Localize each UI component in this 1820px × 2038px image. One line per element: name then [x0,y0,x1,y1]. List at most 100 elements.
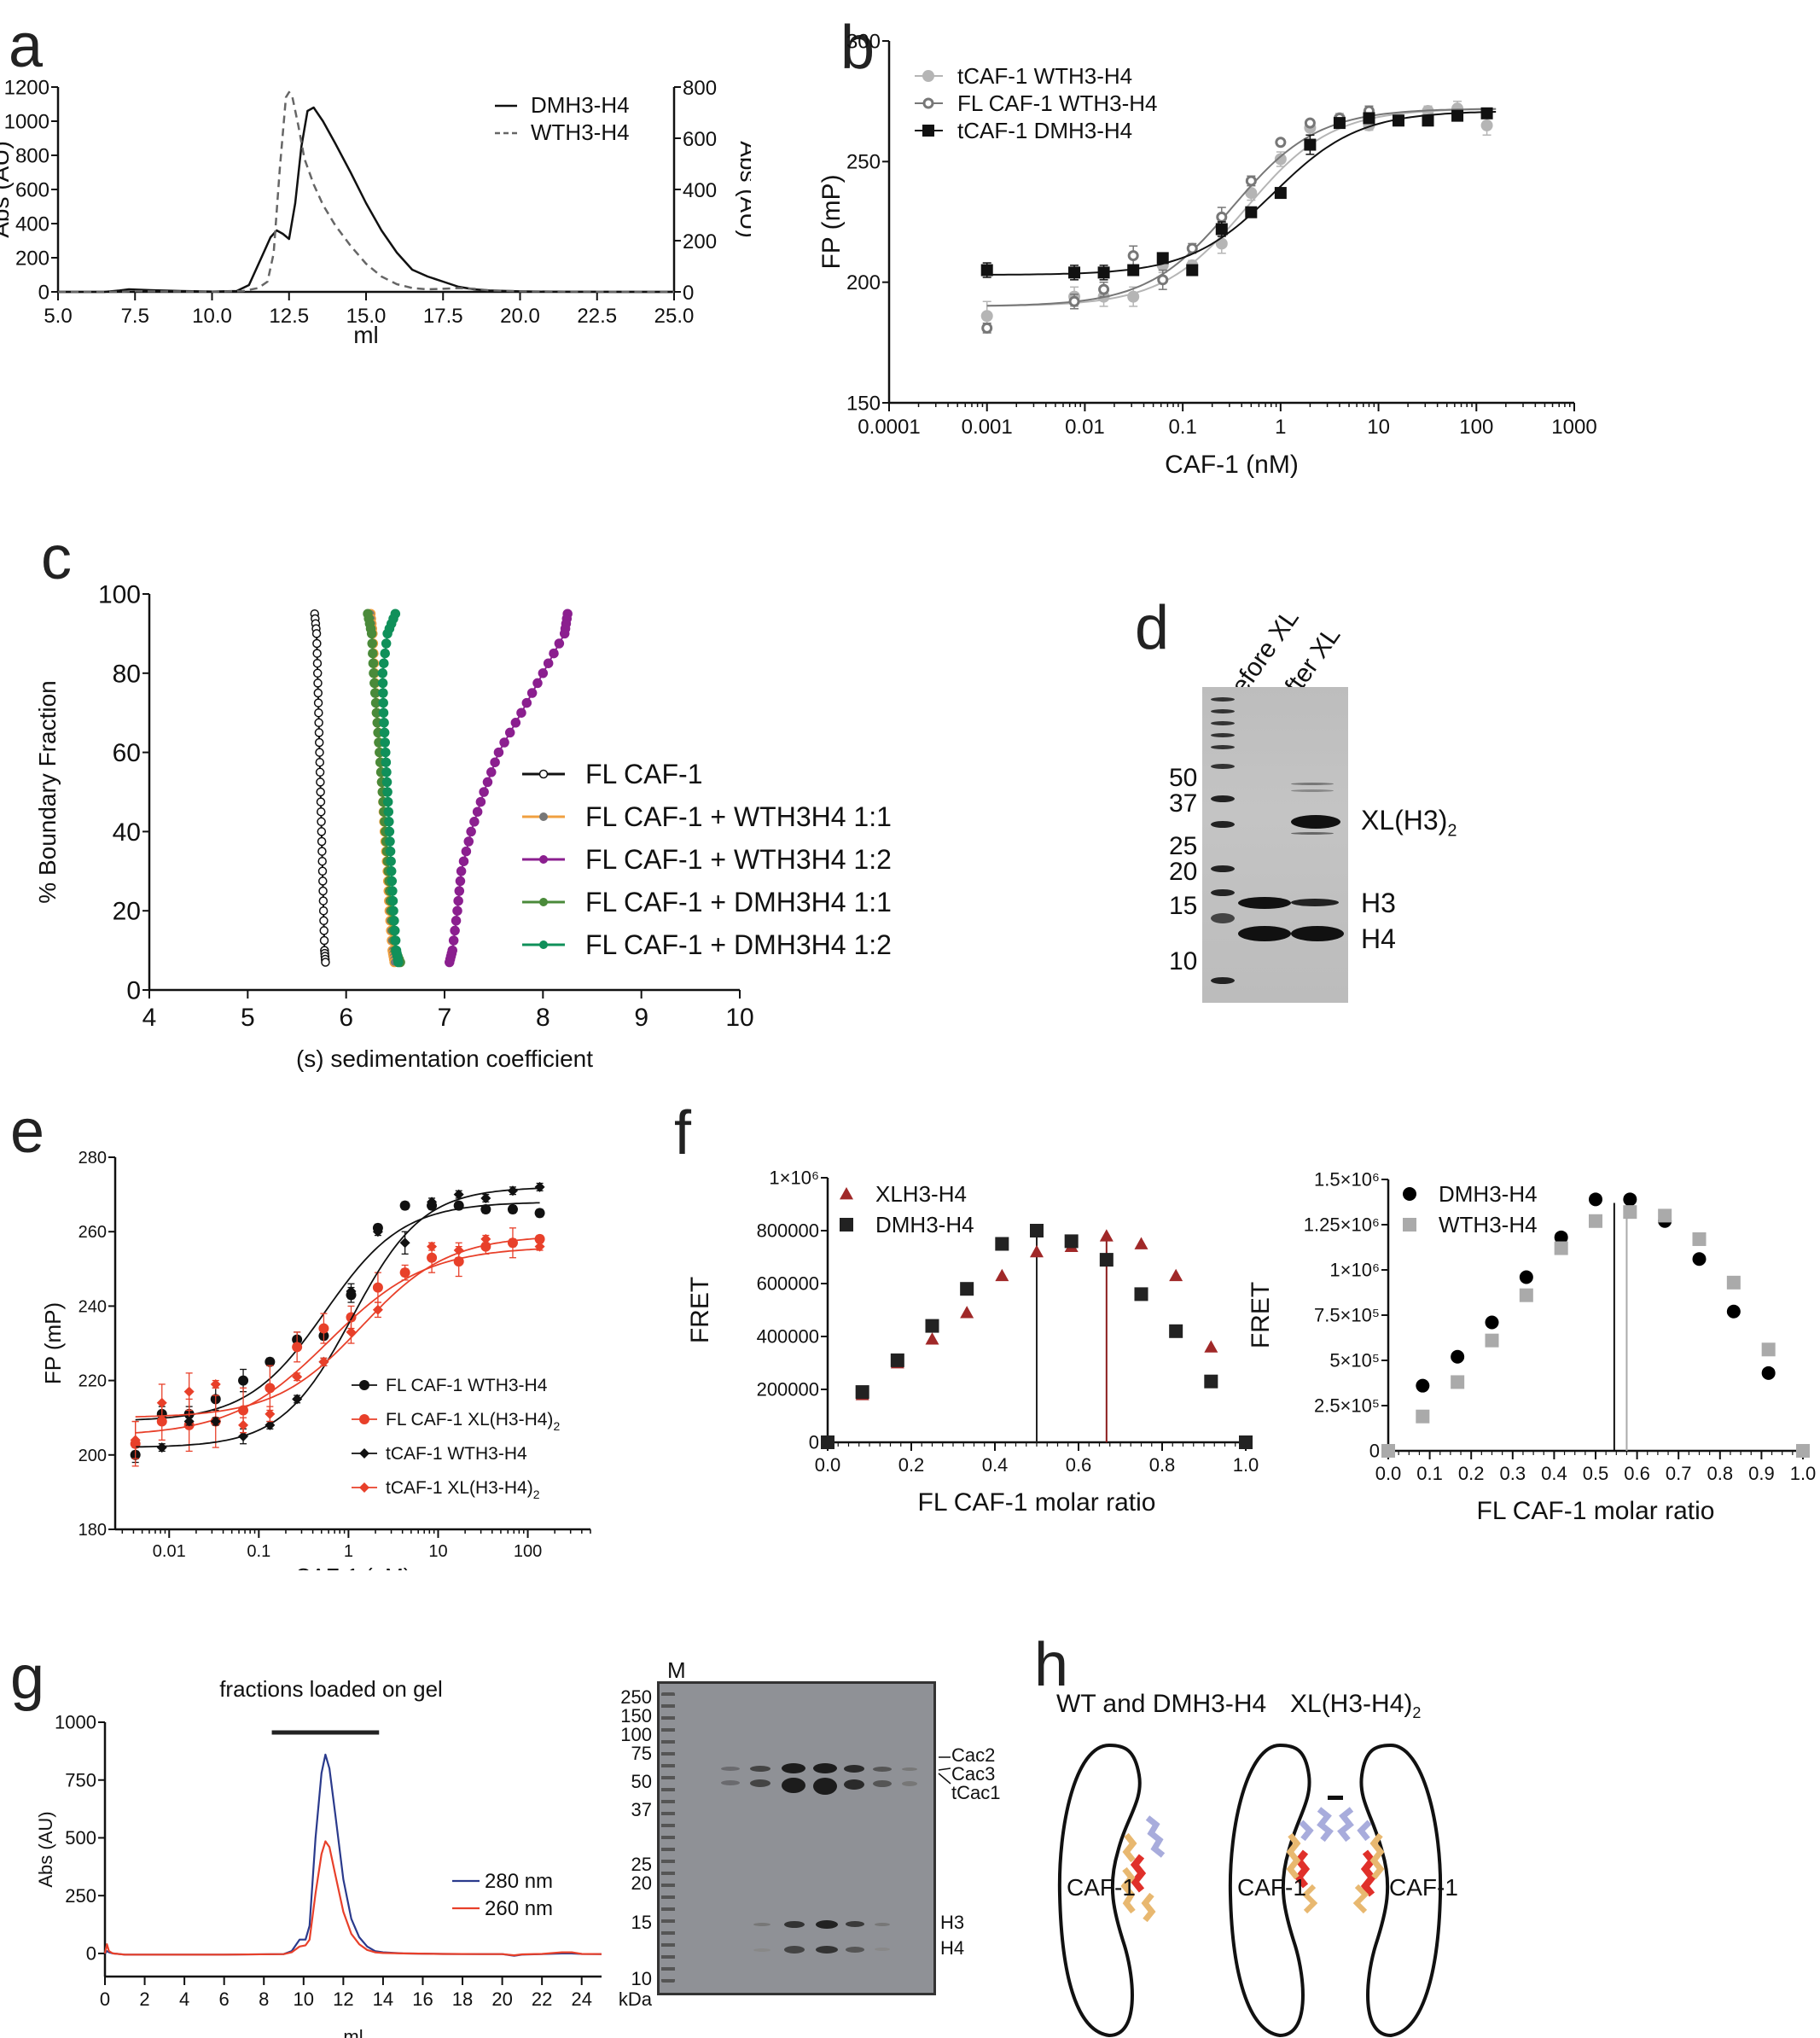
band-xl-after [1291,815,1340,829]
data-point [1275,137,1287,148]
data-point [1363,112,1375,125]
x-tick-label: 1.0 [1233,1454,1259,1476]
y-tick-label-right: 400 [683,179,717,202]
data-point [399,1200,410,1211]
caf1-blob-right [1359,1743,1443,2038]
data-point [369,678,380,689]
data-point [453,1245,464,1255]
series-line [103,1840,602,1957]
data-point [559,628,570,639]
data-point [319,926,329,935]
data-point [369,668,379,678]
y-tick-label: 250 [846,151,881,174]
data-point [383,806,394,817]
y-tick-label: 1000 [55,1712,96,1733]
legend-marker [922,70,934,82]
x-tick-label: 7 [438,1004,452,1032]
y-tick-label: 0 [1369,1441,1380,1462]
data-point [855,1385,869,1400]
data-point [456,866,467,876]
data-point [451,916,462,926]
y-tick-label: 2.5×10⁵ [1314,1395,1380,1417]
x-tick-label: 0.0 [1375,1463,1402,1484]
data-point [314,718,323,728]
y-tick-label: 5×10⁵ [1329,1350,1380,1371]
chart-f-left: 0 200000 400000 600000 800000 1×10⁶ 0.0 0.2 0.4 0… [686,1167,1259,1517]
data-point [543,658,554,668]
data-point [385,836,395,847]
data-point [316,787,325,797]
gel-d: M before XL after XL 50 37 25 20 15 10 X… [1084,555,1476,1067]
data-point [380,648,390,659]
y-tick-label: 200000 [757,1379,819,1400]
data-point [313,688,323,698]
data-point [1068,295,1080,307]
gel-g-marker-150: 150 [620,1705,652,1726]
x-tick-label: 5.0 [44,305,72,328]
legend-label: tCAF-1 WTH3-H4 [957,63,1132,89]
gel-g-marker-75: 75 [631,1743,652,1764]
x-tick-label: 4 [179,1989,189,2010]
x-tick-label: 100 [1459,416,1493,439]
x-tick-label: 1.0 [1790,1463,1817,1484]
data-point [386,866,397,876]
data-point [1157,274,1169,286]
data-point [390,925,400,936]
legend-marker [539,812,548,821]
data-point [1554,1230,1568,1244]
x-tick-label: 0.7 [1666,1463,1692,1484]
x-tick-label: 0.8 [1149,1454,1176,1476]
data-point [1304,117,1316,129]
x-tick-label: 5 [241,1004,255,1032]
data-point [312,658,323,668]
x-tick-label: 0.4 [982,1454,1009,1476]
data-point [315,748,324,757]
data-point [1623,1192,1637,1207]
data-point [1134,1237,1148,1249]
x-tick-label: 2 [139,1989,149,2010]
data-point [156,1442,167,1453]
data-point [1215,223,1228,236]
data-point [1156,252,1169,265]
y-tick-label-right: 200 [683,230,717,253]
data-point [399,1267,410,1278]
data-point [314,728,324,737]
data-point [1245,206,1258,218]
data-point [318,1356,329,1367]
data-point [461,846,472,857]
data-point [1333,117,1346,130]
x-tick-label: 1 [1275,416,1286,439]
gel-g-lane-m: M [667,1657,686,1683]
fit-curve [135,1237,540,1418]
y-tick-label: 1.5×10⁶ [1314,1169,1380,1191]
legend-label: XLH3-H4 [875,1181,967,1207]
data-point [1169,1268,1183,1282]
data-point [452,905,462,916]
legend-label: FL CAF-1 WTH3-H4 [386,1376,548,1395]
y-tick-label: 200 [15,247,49,270]
x-tick-label: 12 [333,1989,353,2010]
data-point [466,826,476,837]
data-point [313,698,323,707]
gel-d-label-h3: H3 [1361,888,1396,918]
gel-d-marker-50: 50 [1169,764,1198,792]
x-tick-label: 0.4 [1541,1463,1567,1484]
fit-curve [135,1248,540,1434]
legend-marker [539,898,548,906]
data-point [450,925,460,936]
data-point [292,1394,303,1405]
data-point [1099,1253,1114,1267]
data-point [378,707,389,718]
x-tick-label: 22 [532,1989,552,2010]
data-point [346,1326,357,1337]
data-point [981,322,993,334]
panel-letter-e: e [10,1098,45,1166]
legend-label: FL CAF-1 [585,759,703,789]
legend-label: 260 nm [485,1897,553,1920]
data-point [265,1383,276,1394]
data-point [368,658,379,668]
data-point [315,767,325,777]
data-point [427,1252,438,1263]
data-point [315,757,325,767]
band-h3-before [1238,897,1291,909]
